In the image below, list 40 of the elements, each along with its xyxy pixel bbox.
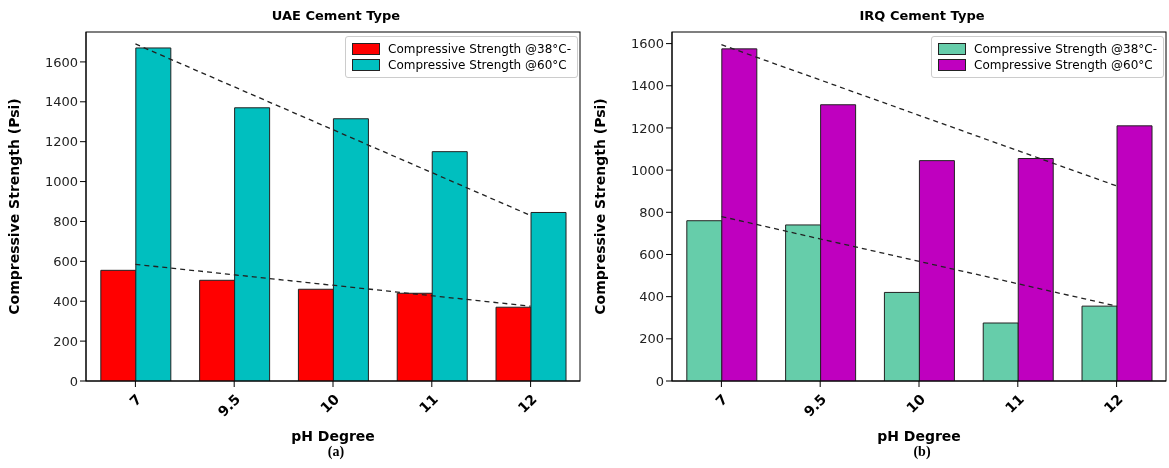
- x-tick-label: 7: [126, 390, 145, 410]
- x-tick-label: 11: [415, 390, 441, 416]
- y-tick-label: 400: [53, 293, 78, 309]
- y-tick-label: 1600: [44, 54, 78, 70]
- text: (b): [912, 444, 932, 460]
- y-tick-label: 1400: [630, 78, 664, 94]
- x-tick-label: 9.5: [214, 390, 244, 420]
- chart-title: IRQ Cement Type: [858, 8, 986, 23]
- y-tick-label: 200: [53, 333, 78, 349]
- x-tick-label: 12: [1100, 390, 1126, 416]
- y-tick-label: 200: [639, 331, 664, 347]
- y-tick-label: 1000: [44, 174, 78, 190]
- chart-title: UAE Cement Type: [270, 8, 402, 23]
- x-tick-label: 10: [317, 390, 343, 416]
- y-tick-label: 800: [639, 204, 664, 220]
- y-tick-label: 0: [655, 373, 664, 389]
- y-tick-label: 800: [53, 214, 78, 230]
- y-tick-label: 1000: [630, 162, 664, 178]
- y-tick-label: 1400: [44, 94, 78, 110]
- x-axis-title: pH Degree: [291, 428, 375, 444]
- y-tick-label: 600: [639, 247, 664, 263]
- y-tick-label: 1600: [630, 36, 664, 52]
- y-tick-label: 400: [639, 289, 664, 305]
- y-axis-title: Compressive Strength (Psi): [5, 98, 22, 315]
- y-tick-label: 1200: [630, 120, 664, 136]
- y-axis-title: Compressive Strength (Psi): [591, 98, 608, 315]
- legend-label: Compressive Strength @60°C: [388, 58, 567, 72]
- text: (a): [326, 444, 346, 460]
- x-tick-label: 12: [514, 390, 540, 416]
- legend-label: Compressive Strength @38°C-: [388, 42, 571, 56]
- legend-label: Compressive Strength @60°C: [974, 58, 1153, 72]
- x-tick-label: 9.5: [800, 390, 830, 420]
- x-axis-title: pH Degree: [877, 428, 961, 444]
- x-tick-label: 7: [712, 390, 731, 410]
- x-tick-label: 11: [1001, 390, 1027, 416]
- legend-label: Compressive Strength @38°C-: [974, 42, 1157, 56]
- x-tick-label: 10: [903, 390, 929, 416]
- y-tick-label: 600: [53, 253, 78, 269]
- y-tick-label: 1200: [44, 134, 78, 150]
- y-tick-label: 0: [69, 373, 78, 389]
